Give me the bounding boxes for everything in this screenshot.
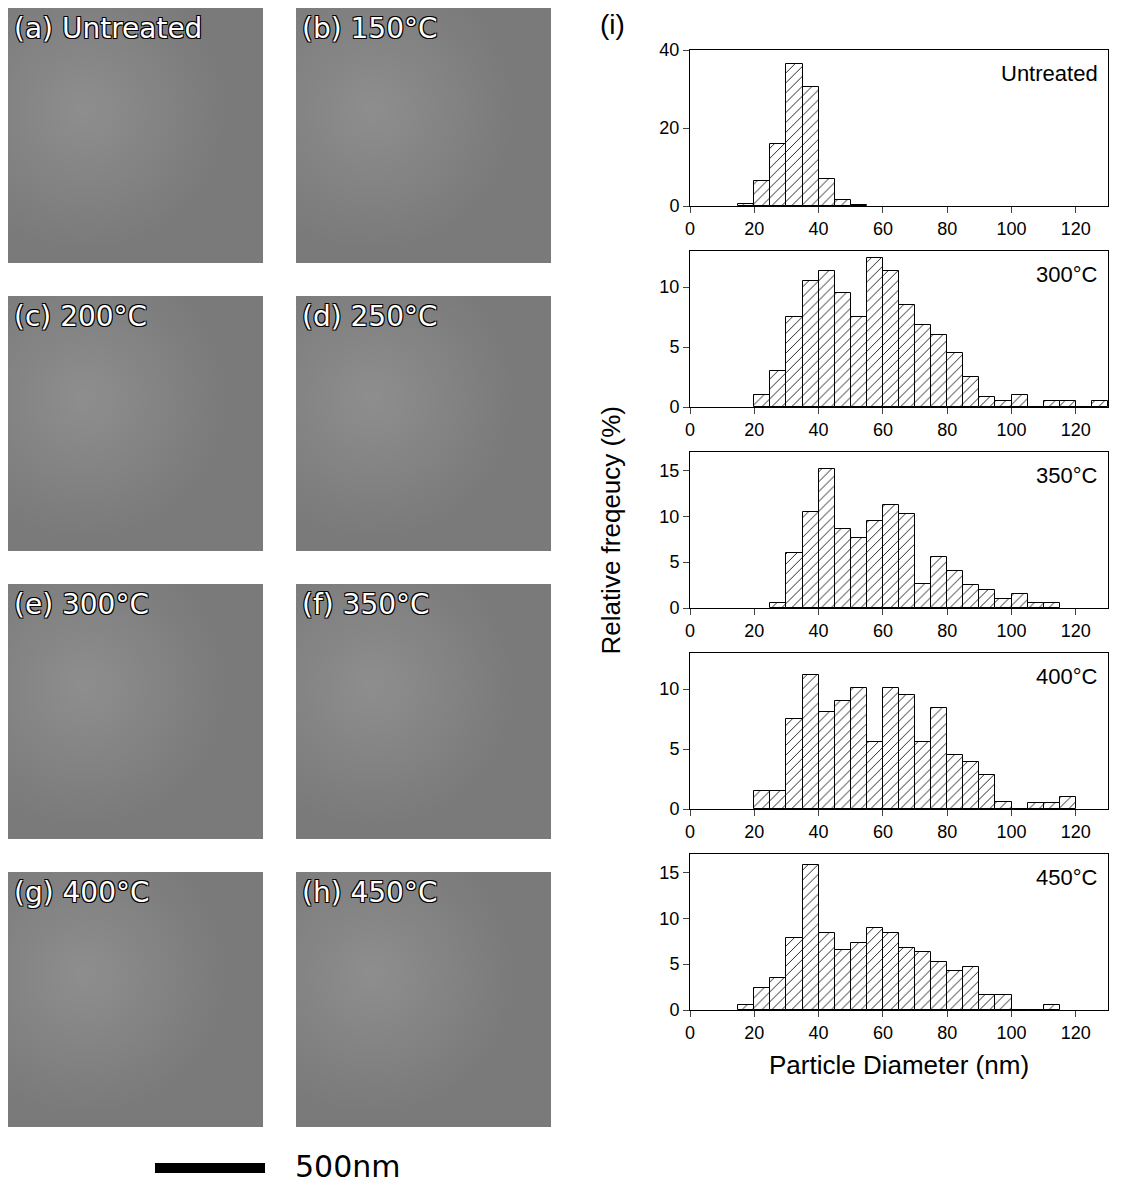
svg-text:60: 60	[873, 822, 893, 842]
svg-text:0: 0	[685, 621, 695, 641]
svg-text:0: 0	[669, 1000, 679, 1020]
svg-text:0: 0	[685, 1023, 695, 1043]
html-text:(e) 300°C: (e) 300°C	[14, 588, 149, 621]
svg-text:120: 120	[1061, 621, 1091, 641]
svg-text:(i): (i)	[600, 9, 625, 40]
svg-text:100: 100	[997, 822, 1027, 842]
svg-text:40: 40	[809, 420, 829, 440]
svg-text:10: 10	[659, 507, 679, 527]
svg-text:400°C: 400°C	[1036, 664, 1098, 689]
svg-text:80: 80	[937, 219, 957, 239]
svg-text:5: 5	[669, 739, 679, 759]
html-text:(f) 350°C: (f) 350°C	[302, 588, 430, 621]
html-text:(h) 450°C: (h) 450°C	[302, 876, 438, 909]
svg-text:120: 120	[1061, 420, 1091, 440]
svg-text:20: 20	[744, 219, 764, 239]
svg-text:20: 20	[744, 420, 764, 440]
svg-text:5: 5	[669, 552, 679, 572]
svg-text:40: 40	[809, 822, 829, 842]
html-text:(d) 250°C: (d) 250°C	[302, 300, 438, 333]
html-text:(g) 400°C: (g) 400°C	[14, 876, 150, 909]
html-text:(a) Untreated: (a) Untreated	[14, 12, 203, 45]
svg-text:100: 100	[997, 420, 1027, 440]
svg-text:0: 0	[669, 799, 679, 819]
svg-text:5: 5	[669, 954, 679, 974]
svg-text:40: 40	[809, 1023, 829, 1043]
svg-text:100: 100	[997, 621, 1027, 641]
svg-text:Particle Diameter (nm): Particle Diameter (nm)	[769, 1050, 1029, 1080]
svg-text:20: 20	[744, 621, 764, 641]
svg-text:120: 120	[1061, 1023, 1091, 1043]
svg-text:15: 15	[659, 863, 679, 883]
svg-text:60: 60	[873, 1023, 893, 1043]
svg-text:20: 20	[744, 822, 764, 842]
svg-text:0: 0	[669, 397, 679, 417]
svg-text:20: 20	[659, 118, 679, 138]
svg-text:40: 40	[809, 621, 829, 641]
svg-text:450°C: 450°C	[1036, 865, 1098, 890]
html-text:(c) 200°C: (c) 200°C	[14, 300, 148, 333]
svg-text:0: 0	[685, 822, 695, 842]
svg-text:20: 20	[744, 1023, 764, 1043]
svg-text:100: 100	[997, 1023, 1027, 1043]
svg-text:10: 10	[659, 679, 679, 699]
svg-text:40: 40	[659, 40, 679, 60]
svg-text:80: 80	[937, 621, 957, 641]
svg-text:0: 0	[685, 219, 695, 239]
svg-text:300°C: 300°C	[1036, 262, 1098, 287]
svg-text:0: 0	[669, 598, 679, 618]
svg-text:10: 10	[659, 909, 679, 929]
svg-text:0: 0	[685, 420, 695, 440]
svg-text:Untreated: Untreated	[1001, 61, 1098, 86]
svg-text:350°C: 350°C	[1036, 463, 1098, 488]
svg-text:80: 80	[937, 822, 957, 842]
svg-text:0: 0	[669, 196, 679, 216]
svg-text:5: 5	[669, 337, 679, 357]
svg-text:100: 100	[997, 219, 1027, 239]
svg-text:Relative freqeucy (%): Relative freqeucy (%)	[596, 406, 626, 655]
svg-text:60: 60	[873, 219, 893, 239]
html-text:500nm: 500nm	[295, 1149, 401, 1184]
svg-text:120: 120	[1061, 822, 1091, 842]
svg-text:60: 60	[873, 621, 893, 641]
html-text:(b) 150°C: (b) 150°C	[302, 12, 438, 45]
svg-text:10: 10	[659, 277, 679, 297]
svg-text:40: 40	[809, 219, 829, 239]
svg-text:15: 15	[659, 461, 679, 481]
svg-text:120: 120	[1061, 219, 1091, 239]
svg-text:60: 60	[873, 420, 893, 440]
svg-text:80: 80	[937, 420, 957, 440]
svg-text:80: 80	[937, 1023, 957, 1043]
